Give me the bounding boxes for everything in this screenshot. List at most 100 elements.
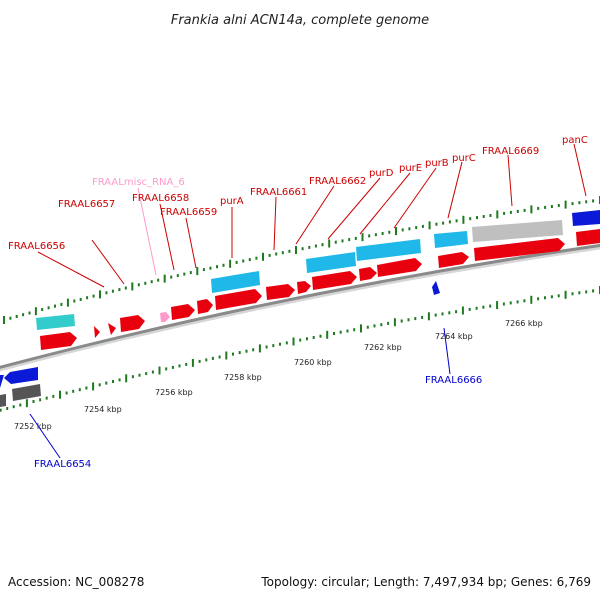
inner-tick-30 [191,358,194,367]
outer-tick-87 [578,201,581,205]
outer-tick-79 [523,208,526,212]
misc-rna-marker [160,312,170,322]
tick-label-7264: 7264 kbp [435,332,473,341]
outer-tick-75 [496,210,499,219]
label-fraal6658: FRAAL6658 [132,193,189,204]
outer-tick-41 [268,253,271,257]
label-leader-lines [29,143,587,459]
inner-tick-62 [407,318,410,322]
outer-tick-83 [550,205,553,208]
outer-tick-60 [395,227,397,236]
outer-tick-24 [157,278,160,282]
cds-purd [359,267,377,281]
outer-tick-49 [321,243,324,247]
outer-tick-53 [348,238,351,242]
inner-tick-18 [112,380,114,383]
leader-misc-rna [137,187,157,276]
leader-panc [573,143,587,197]
leader-purb [393,167,437,229]
cds-fraal6654-reverse [4,367,38,384]
inner-tick-54 [353,328,356,332]
label-fraal6656: FRAAL6656 [8,241,65,252]
inner-tick-78 [516,300,519,304]
tick-label-7258: 7258 kbp [224,373,262,382]
inner-tick-75 [496,301,499,310]
inner-tick-28 [178,364,181,368]
outer-tick-44 [288,249,291,253]
tick-label-7256: 7256 kbp [155,388,193,397]
outer-tick-46 [301,247,304,251]
cds-purb [438,252,469,268]
inner-tick-46 [299,338,302,342]
outer-tick-18 [118,288,121,292]
outer-tick-11 [73,299,76,303]
inner-tick-21 [131,375,134,379]
cds-purc [474,238,565,261]
gene-bar-fraal6654-grey [12,384,41,401]
outer-tick-22 [144,281,147,285]
outer-tick-52 [341,239,344,243]
inner-tick-34 [218,355,221,359]
outer-tick-66 [435,222,438,226]
outer-tick-63 [415,226,418,230]
label-fraal6657: FRAAL6657 [58,199,115,210]
outer-tick-80 [530,205,533,214]
inner-tick-76 [502,302,505,306]
inner-tick-64 [421,315,424,319]
leader-purc [447,161,463,219]
inner-tick-70 [461,306,464,315]
outer-tick-72 [476,216,478,220]
gene-bar-left-grey [0,394,6,407]
label-panc: panC [562,135,588,146]
inner-tick-6 [32,400,35,403]
gene-bar-rna [36,314,75,330]
cds-fraal6669 [576,229,600,246]
outer-tick-row [3,196,600,324]
inner-tick-2 [6,407,9,410]
outer-tick-17 [111,289,114,293]
outer-tick-73 [482,215,485,218]
outer-tick-55 [361,233,364,242]
label-purd: purD [369,168,394,179]
outer-tick-19 [124,286,127,290]
genome-summary-text: Topology: circular; Length: 7,497,934 bp… [260,575,591,589]
reverse-features [0,281,440,407]
outer-tick-64 [421,224,424,228]
inner-tick-68 [448,311,451,315]
leader-pure [359,172,411,235]
outer-tick-28 [183,272,186,276]
inner-tick-61 [400,319,403,323]
inner-tick-72 [475,306,478,310]
outer-tick-7 [47,306,50,310]
inner-tick-35 [225,351,228,360]
outer-tick-42 [275,252,278,256]
label-pure: purE [399,163,422,174]
outer-tick-45 [295,246,297,254]
inner-tick-11 [65,391,68,395]
outer-tick-27 [176,274,179,278]
inner-tick-32 [205,358,208,362]
label-purb: purB [425,158,449,169]
inner-tick-58 [380,323,383,327]
backbone-line [0,243,600,369]
outer-tick-6 [41,308,44,311]
leader-fraal6658 [159,203,175,271]
outer-tick-65 [428,221,431,230]
outer-tick-0 [3,316,5,324]
outer-tick-3 [22,313,25,317]
gene-bar-panc [572,210,600,226]
inner-tick-89 [592,289,595,293]
inner-tick-4 [19,403,22,407]
outer-tick-21 [137,283,140,287]
map-title: Frankia alni ACN14a, complete genome [171,13,429,28]
tick-label-7252: 7252 kbp [14,422,52,431]
inner-tick-26 [165,367,168,371]
cds-fraal6657b [108,323,116,335]
inner-tick-88 [585,290,588,294]
inner-tick-69 [455,310,458,314]
forward-cds-arrows [40,229,600,350]
outer-tick-71 [469,217,472,221]
inner-tick-25 [158,366,161,375]
outer-tick-13 [86,296,89,300]
